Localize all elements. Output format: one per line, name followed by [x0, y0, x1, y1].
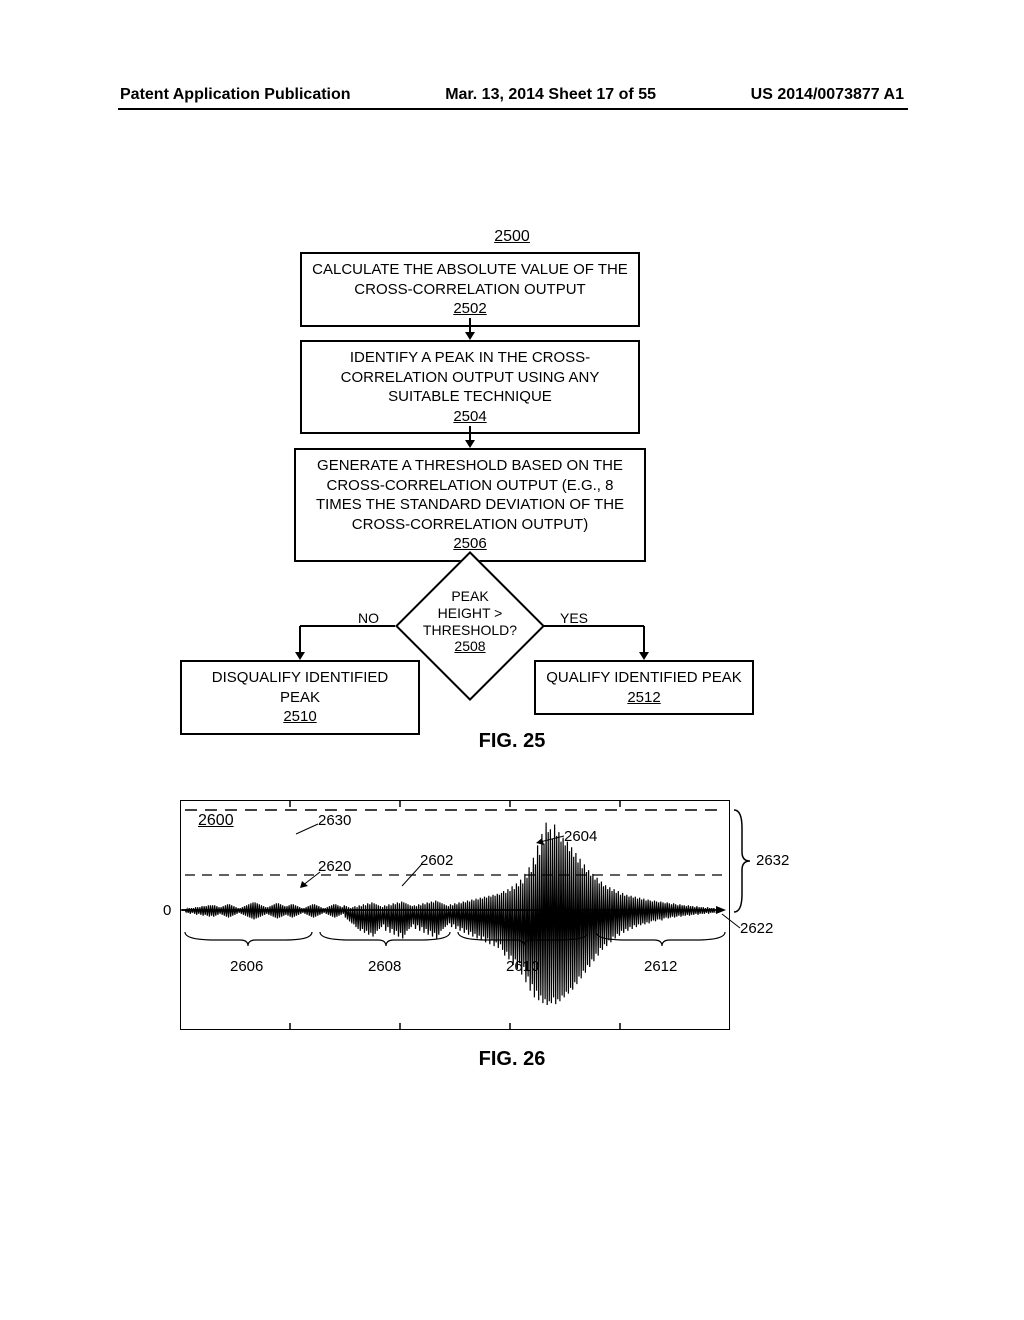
- ref-2622: 2622: [740, 920, 773, 937]
- flow-box-2504: IDENTIFY A PEAK IN THE CROSS-CORRELATION…: [300, 340, 640, 434]
- chart-svg: [180, 800, 730, 1030]
- flow-box-2510-ref: 2510: [190, 707, 410, 727]
- ref-2602: 2602: [420, 852, 453, 869]
- leader-2622: [720, 910, 744, 932]
- xlabel-2608: 2608: [368, 958, 401, 975]
- arrow-2504-2506: [460, 426, 480, 448]
- page-header: Patent Application Publication Mar. 13, …: [0, 86, 1024, 104]
- leader-2602: [398, 862, 424, 890]
- ref-2600: 2600: [198, 812, 234, 830]
- header-right: US 2014/0073877 A1: [751, 86, 904, 104]
- diamond-line2: HEIGHT >: [395, 605, 545, 622]
- header-left: Patent Application Publication: [120, 86, 351, 104]
- flow-box-2504-text: IDENTIFY A PEAK IN THE CROSS-CORRELATION…: [310, 348, 630, 407]
- brace-2632: [732, 808, 754, 914]
- flow-box-2504-ref: 2504: [310, 407, 630, 427]
- xlabel-2606: 2606: [230, 958, 263, 975]
- leader-2620: [298, 870, 322, 890]
- y-zero-label: 0: [163, 902, 171, 919]
- flow-box-2510-text: DISQUALIFY IDENTIFIED PEAK: [190, 668, 410, 707]
- ref-2604: 2604: [564, 828, 597, 845]
- flow-box-2512-text: QUALIFY IDENTIFIED PEAK: [544, 668, 744, 688]
- x-braces: [180, 930, 730, 960]
- ref-2630: 2630: [318, 812, 351, 829]
- diamond-line1: PEAK: [395, 588, 545, 605]
- leader-2604: [534, 830, 568, 846]
- xlabel-2610: 2610: [506, 958, 539, 975]
- flow-box-2506-text: GENERATE A THRESHOLD BASED ON THE CROSS-…: [304, 456, 636, 534]
- ref-2620: 2620: [318, 858, 351, 875]
- flow-box-2512-ref: 2512: [544, 688, 744, 708]
- flow-box-2502-text: CALCULATE THE ABSOLUTE VALUE OF THE CROS…: [310, 260, 630, 299]
- fig25-ref: 2500: [494, 228, 530, 246]
- ref-2632: 2632: [756, 852, 789, 869]
- diamond-ref: 2508: [395, 638, 545, 655]
- header-rule: [118, 108, 908, 110]
- fig25-caption: FIG. 25: [479, 730, 546, 753]
- diamond-line3: THRESHOLD?: [395, 622, 545, 639]
- flow-box-2510: DISQUALIFY IDENTIFIED PEAK 2510: [180, 660, 420, 735]
- flow-box-2506: GENERATE A THRESHOLD BASED ON THE CROSS-…: [294, 448, 646, 562]
- flow-box-2502-ref: 2502: [310, 299, 630, 319]
- fig26-caption: FIG. 26: [479, 1048, 546, 1071]
- fig25-ref-text: 2500: [494, 228, 530, 245]
- xlabel-2612: 2612: [644, 958, 677, 975]
- leader-2630: [292, 822, 322, 836]
- header-center: Mar. 13, 2014 Sheet 17 of 55: [445, 86, 656, 104]
- flow-box-2502: CALCULATE THE ABSOLUTE VALUE OF THE CROS…: [300, 252, 640, 327]
- arrow-2502-2504: [460, 318, 480, 340]
- flow-box-2512: QUALIFY IDENTIFIED PEAK 2512: [534, 660, 754, 715]
- diamond-text: PEAK HEIGHT > THRESHOLD? 2508: [395, 588, 545, 655]
